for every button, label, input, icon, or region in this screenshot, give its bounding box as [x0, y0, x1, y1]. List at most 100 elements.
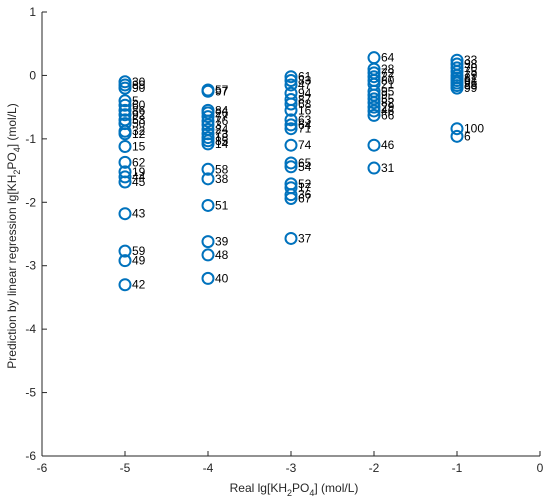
- data-point-label: 72: [381, 66, 395, 80]
- data-point-label: 39: [215, 235, 229, 249]
- x-tick-label: -1: [452, 461, 463, 475]
- data-point-label: 9: [381, 88, 388, 102]
- data-point-label: 68: [298, 97, 312, 111]
- data-point-label: 51: [215, 198, 229, 212]
- y-tick-label: 1: [29, 5, 36, 19]
- data-point: [118, 98, 132, 112]
- data-point: [201, 114, 215, 128]
- axes: -6 -5 -4 -3 -2 -1 0 -6 -5 -4 -3 -2 -1 0 1: [25, 5, 543, 475]
- data-point-label: 46: [381, 104, 395, 118]
- data-point-label: 86: [132, 103, 146, 117]
- data-point-label: 27: [381, 70, 395, 84]
- data-point: [201, 235, 215, 249]
- data-point: [284, 74, 298, 88]
- data-point-label: 79: [464, 68, 478, 82]
- y-axis-title-part: PO: [5, 152, 19, 169]
- data-point-label: 55: [381, 92, 395, 106]
- data-point: [367, 51, 381, 65]
- data-point-label: 31: [381, 161, 395, 175]
- data-point-label: 84: [215, 103, 229, 117]
- data-point-label: 33: [464, 53, 478, 67]
- data-point: [367, 92, 381, 106]
- data-point: [201, 106, 215, 120]
- data-point: [118, 155, 132, 169]
- data-point: [201, 162, 215, 176]
- data-point: [201, 198, 215, 212]
- data-point-label: 83: [298, 74, 312, 88]
- data-point-label: 88: [464, 79, 478, 93]
- data-point-label: 63: [298, 113, 312, 127]
- y-axis-title-sub: 4: [12, 147, 22, 152]
- data-point-label: 77: [215, 110, 229, 124]
- data-point-label: 29: [381, 100, 395, 114]
- data-point: [118, 278, 132, 292]
- data-point-label: 75: [464, 65, 478, 79]
- x-tick-label: -5: [120, 461, 131, 475]
- y-tick-label: -5: [25, 386, 36, 400]
- y-axis-title-part: Prediction by linear regression lg[KH: [5, 175, 19, 369]
- x-tick-label: -4: [203, 461, 214, 475]
- data-point: [118, 207, 132, 221]
- data-point-label: 24: [215, 122, 229, 136]
- x-axis-title-part: PO: [292, 481, 309, 495]
- data-point-label: 70: [464, 61, 478, 75]
- data-point-label: 36: [298, 188, 312, 202]
- data-point: [367, 96, 381, 110]
- data-point: [284, 191, 298, 205]
- data-point-label: 37: [298, 231, 312, 245]
- data-point-label: 100: [464, 122, 484, 136]
- data-point: [367, 138, 381, 152]
- y-tick-label: -3: [25, 259, 36, 273]
- data-point-label: 85: [215, 134, 229, 148]
- data-point-label: 59: [132, 244, 146, 258]
- data-point: [118, 108, 132, 122]
- data-point: [201, 110, 215, 124]
- x-tick-label: -3: [286, 461, 297, 475]
- data-point: [118, 254, 132, 268]
- data-point-label: 42: [132, 278, 146, 292]
- data-point: [118, 175, 132, 189]
- y-axis-title-sub: 2: [12, 170, 22, 175]
- data-point-label: 87: [298, 93, 312, 107]
- data-point: [201, 271, 215, 285]
- data-point-label: 98: [464, 57, 478, 71]
- data-point: [118, 170, 132, 184]
- data-point-label: 54: [298, 160, 312, 174]
- data-point-label: 44: [132, 170, 146, 184]
- data-point-label: 97: [215, 84, 229, 98]
- data-point-label: 32: [132, 124, 146, 138]
- data-point-label: 89: [132, 78, 146, 92]
- data-point: [367, 100, 381, 114]
- point-labels: 3089905608692535032121562194445435949425…: [132, 51, 484, 292]
- data-point-label: 96: [464, 76, 478, 90]
- data-point-label: 66: [381, 108, 395, 122]
- x-tick-label: -2: [369, 461, 380, 475]
- data-point-label: 57: [215, 83, 229, 97]
- data-point: [284, 156, 298, 170]
- data-point: [118, 244, 132, 258]
- data-point: [284, 103, 298, 117]
- x-tick-label: -6: [37, 461, 48, 475]
- x-axis-title-sub: 4: [309, 488, 314, 498]
- data-point-label: 14: [215, 137, 229, 151]
- data-point: [201, 248, 215, 262]
- data-point: [201, 118, 215, 132]
- data-point: [284, 188, 298, 202]
- data-point-label: 67: [298, 191, 312, 205]
- data-point: [450, 81, 464, 95]
- data-point-label: 28: [381, 62, 395, 76]
- data-point: [201, 137, 215, 151]
- data-point-label: 99: [464, 81, 478, 95]
- data-point-label: 76: [215, 114, 229, 128]
- data-point-label: 45: [132, 175, 146, 189]
- x-tick-label: 0: [537, 461, 544, 475]
- data-point: [450, 129, 464, 143]
- data-point: [284, 160, 298, 174]
- data-point: [284, 70, 298, 84]
- data-point: [284, 118, 298, 132]
- data-point: [367, 108, 381, 122]
- data-point-label: 49: [132, 254, 146, 268]
- data-point-label: 81: [464, 71, 478, 85]
- y-tick-label: -1: [25, 132, 36, 146]
